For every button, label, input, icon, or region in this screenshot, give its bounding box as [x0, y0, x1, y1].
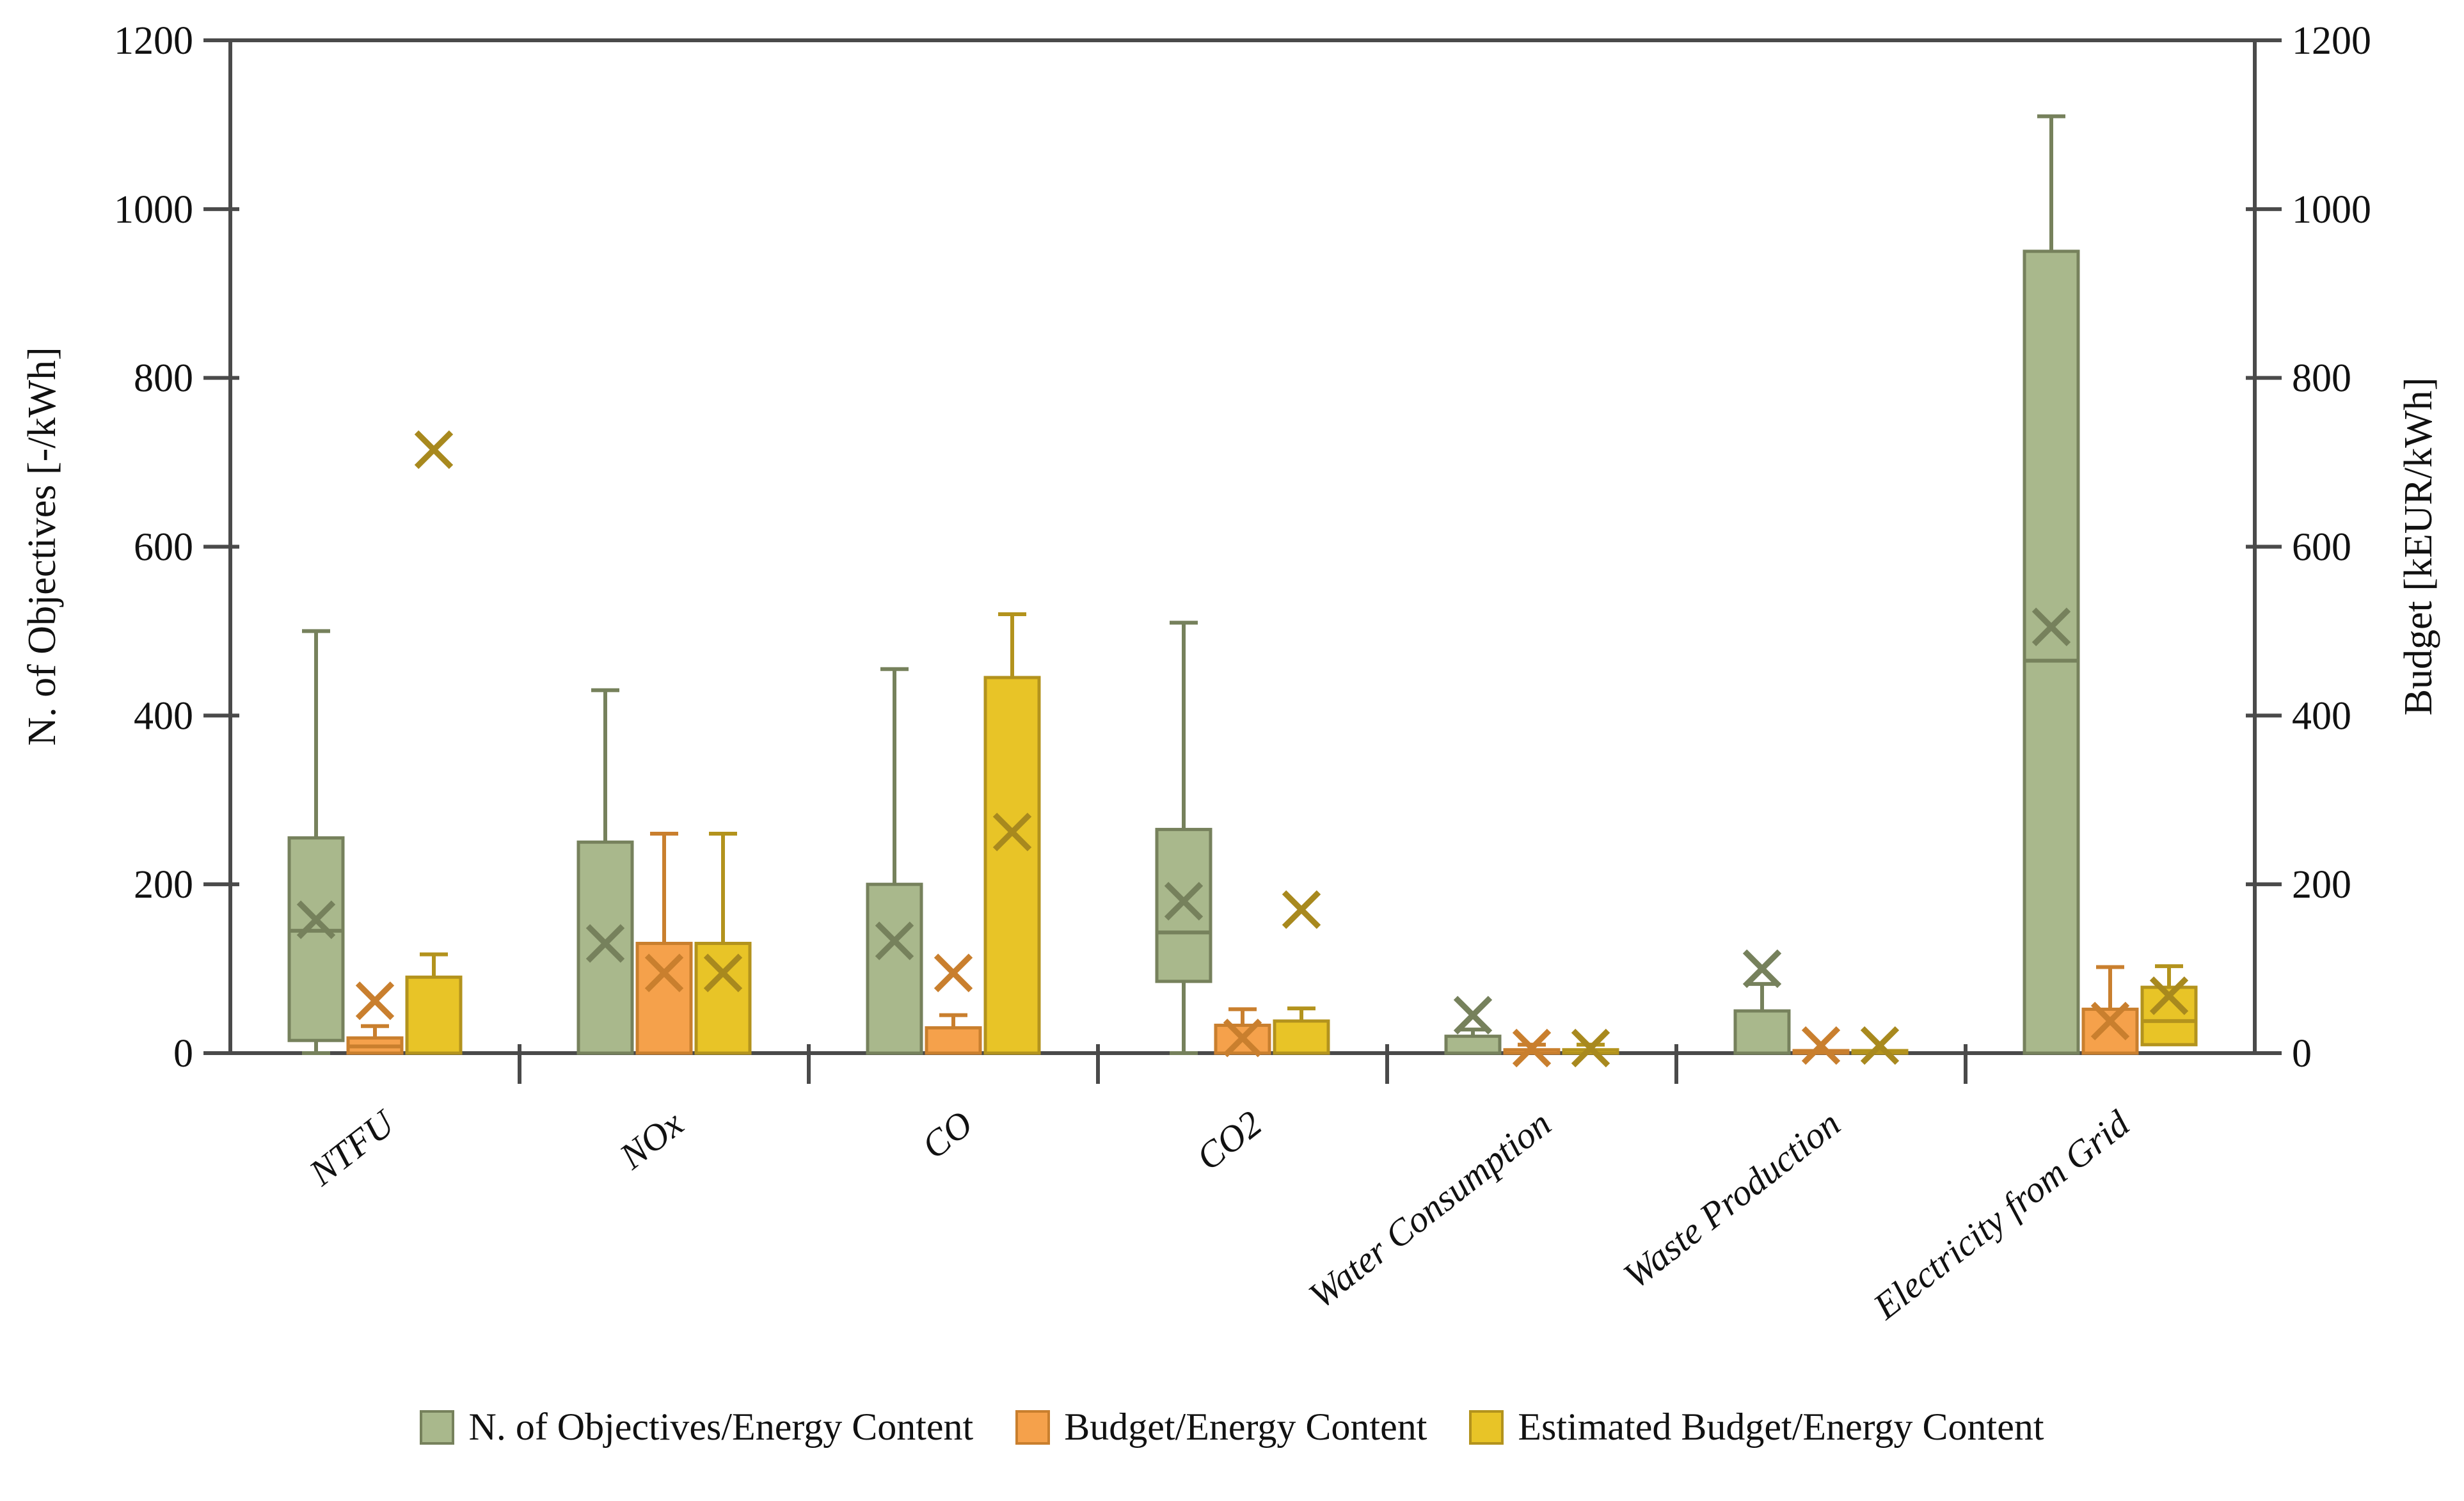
mean-x-marker — [1282, 890, 1321, 929]
box-ntfu — [405, 975, 463, 1055]
mean-x-marker — [2149, 976, 2189, 1015]
box-water-consumption — [1444, 1035, 1502, 1055]
legend-swatch-icon — [1015, 1410, 1051, 1445]
mean-x-marker — [1512, 1028, 1552, 1068]
box-co2 — [1155, 827, 1212, 983]
legend-item: Estimated Budget/Energy Content — [1469, 1405, 2044, 1449]
legend-item: N. of Objectives/Energy Content — [420, 1405, 973, 1449]
legend-swatch-icon — [420, 1410, 455, 1445]
y-axis-left-tick-label: 800 — [134, 357, 193, 401]
y-axis-left-tick-label: 0 — [173, 1032, 193, 1076]
box-electricity-from-grid — [2023, 250, 2080, 1055]
box-nox — [635, 942, 693, 1055]
x-axis-category-label: Water Consumption — [1301, 1102, 1559, 1317]
y-axis-right-tick-label: 1000 — [2292, 188, 2371, 232]
box-nox — [576, 840, 634, 1055]
mean-x-marker — [644, 953, 684, 992]
legend-swatch-icon — [1469, 1410, 1504, 1445]
box-co — [983, 676, 1041, 1055]
x-axis-category-label: NOx — [611, 1102, 691, 1177]
x-axis-category-label: CO2 — [1189, 1102, 1269, 1179]
y-axis-left-tick-label: 200 — [134, 863, 193, 907]
y-axis-right-tick-label: 0 — [2292, 1032, 2312, 1076]
box-waste-production — [1792, 1049, 1850, 1055]
mean-x-marker — [1742, 949, 1782, 989]
mean-x-marker — [1223, 1019, 1262, 1058]
y-axis-left-tick-label: 1000 — [114, 188, 193, 232]
mean-x-marker — [585, 924, 625, 963]
legend-item: Budget/Energy Content — [1015, 1405, 1427, 1449]
x-axis-category-label: Electricity from Grid — [1865, 1102, 2138, 1328]
y-axis-right-tick-label: 600 — [2292, 526, 2351, 569]
x-axis-category-label: CO — [914, 1102, 980, 1167]
box-waste-production — [1733, 1009, 1791, 1055]
y-axis-right-tick-label: 200 — [2292, 863, 2351, 907]
mean-x-marker — [414, 430, 454, 469]
y-axis-left-tick-label: 600 — [134, 526, 193, 569]
box-co — [925, 1026, 982, 1055]
y-axis-right-title: Budget [kEUR/kWh] — [2397, 377, 2440, 716]
chart-legend: N. of Objectives/Energy Content Budget/En… — [0, 1405, 2464, 1449]
mean-x-marker — [1571, 1028, 1610, 1068]
mean-x-marker — [355, 981, 395, 1021]
y-axis-left-title: N. of Objectives [-/kWh] — [20, 347, 64, 745]
mean-x-marker — [1801, 1026, 1841, 1065]
legend-label: Estimated Budget/Energy Content — [1518, 1406, 2044, 1448]
x-axis-category-label: NTFU — [301, 1100, 404, 1194]
legend-label: N. of Objectives/Energy Content — [468, 1406, 974, 1448]
y-axis-left-tick-label: 1200 — [114, 19, 193, 63]
mean-x-marker — [1453, 996, 1493, 1035]
y-axis-right-tick-label: 400 — [2292, 694, 2351, 738]
box-nox — [694, 942, 752, 1055]
box-electricity-from-grid — [2081, 1007, 2139, 1055]
mean-x-marker — [875, 921, 914, 960]
y-axis-left-tick-label: 400 — [134, 694, 193, 738]
mean-x-marker — [2031, 607, 2071, 647]
mean-x-marker — [703, 953, 743, 992]
mean-x-marker — [1860, 1026, 1900, 1065]
y-axis-right-tick-label: 1200 — [2292, 19, 2371, 63]
box-electricity-from-grid — [2140, 985, 2198, 1047]
box-co — [866, 882, 923, 1055]
y-axis-right-tick-label: 800 — [2292, 357, 2351, 401]
box-co2 — [1273, 1019, 1330, 1055]
box-ntfu — [287, 836, 345, 1042]
x-axis-category-label: Waste Production — [1616, 1102, 1848, 1296]
mean-x-marker — [934, 953, 973, 992]
mean-x-marker — [1164, 882, 1204, 921]
mean-x-marker — [296, 900, 336, 939]
legend-label: Budget/Energy Content — [1064, 1406, 1427, 1448]
box-waste-production — [1851, 1049, 1909, 1055]
mean-x-marker — [2090, 1001, 2130, 1041]
plot-frame — [228, 38, 2257, 1055]
mean-x-marker — [992, 813, 1032, 852]
